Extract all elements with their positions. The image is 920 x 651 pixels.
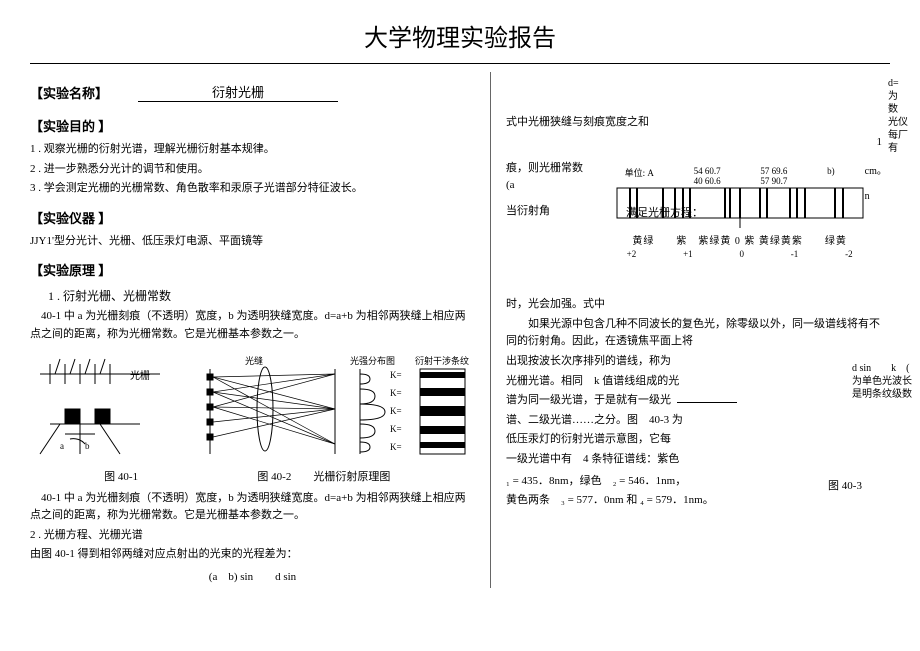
right-body8: ₁ = 435．8nm，绿色 ₂ = 546．1nm，	[506, 473, 800, 491]
fig402-label-fringe: 衍射干涉条纹	[415, 355, 469, 366]
right-body6: 低压汞灯的衍射光谱示意图，它每	[506, 431, 890, 449]
page-title: 大学物理实验报告	[0, 0, 920, 63]
right-edge-fragment: d= 为 数 光仪 每厂 有	[888, 77, 912, 155]
principle-sub1: 1 . 衍射光栅、光栅常数	[48, 287, 475, 304]
diffraction-equation: d sin k ( 为单色光波长 是明条纹级数	[852, 362, 912, 401]
svg-text:a: a	[60, 441, 64, 451]
svg-text:K=: K=	[390, 406, 402, 416]
spectrum-color-labels: 黄绿 紫 紫绿黄 0 紫 黄绿黄紫 绿黄	[615, 232, 865, 247]
right-body1: 如果光源中包含几种不同波长的复色光，除零级以外，同一级谱线将有不同的衍射角。因此…	[506, 316, 890, 351]
figure-40-1: 光栅 a b	[30, 354, 170, 464]
right-body3: 光栅光谱。相同 k 值谱线组成的光	[506, 373, 890, 391]
principle-p3: 由图 40-1 得到相邻两缝对应点射出的光束的光程差为：	[30, 546, 475, 564]
experiment-name-label: 【实验名称】	[30, 83, 108, 102]
principle-heading: 【实验原理 】	[30, 260, 475, 279]
svg-text:K=: K=	[390, 424, 402, 434]
figure-captions: 图 40-1 图 40-2 光栅衍射原理图	[30, 468, 475, 484]
right-body9: 黄色两条 ₃ = 577．0nm 和 ₄ = 579．1nm。	[506, 492, 800, 510]
content-wrapper: 【实验名称】 衍射光栅 【实验目的 】 1 . 观察光栅的衍射光谱，理解光栅衍射…	[0, 72, 920, 588]
title-underline	[30, 63, 890, 64]
right-body5: 谱、二级光谱……之分。图 40-3 为	[506, 412, 890, 430]
fig403-caption: 图 40-3	[800, 477, 890, 512]
right-one: 1	[506, 136, 882, 148]
right-body2: 出现按波长次序排列的谱线，称为	[506, 353, 890, 371]
svg-text:b: b	[85, 441, 90, 451]
purpose-item-2: 2 . 进一步熟悉分光计的调节和使用。	[30, 161, 475, 179]
svg-text:K=: K=	[390, 370, 402, 380]
formula-1: (a b) sin d sin	[30, 568, 475, 584]
principle-p1: 40-1 中 a 为光栅刻痕（不透明）宽度，b 为透明狭缝宽度。d=a+b 为相…	[30, 308, 475, 343]
right-column: d= 为 数 光仪 每厂 有 式中光栅狭缝与刻痕宽度之和 1 痕，则光栅常数 (…	[490, 72, 890, 588]
apparatus-heading: 【实验仪器 】	[30, 208, 475, 227]
purpose-heading: 【实验目的 】	[30, 116, 475, 135]
principle-sub2: 2 . 光栅方程、光栅光谱	[30, 527, 475, 545]
right-strong: 时，光会加强。式中	[506, 296, 890, 314]
svg-text:K=: K=	[390, 388, 402, 398]
experiment-name-row: 【实验名称】 衍射光栅	[30, 82, 475, 102]
svg-text:K=: K=	[390, 442, 402, 452]
fig401-label-grating: 光栅	[130, 369, 150, 382]
right-body4: 谱为同一级光谱，于是就有一级光	[506, 392, 890, 410]
fig402-label-intensity: 光强分布图	[350, 355, 395, 366]
purpose-item-1: 1 . 观察光栅的衍射光谱，理解光栅衍射基本规律。	[30, 141, 475, 159]
experiment-name-value: 衍射光栅	[138, 82, 338, 102]
principle-p2: 40-1 中 a 为光栅刻痕（不透明）宽度，b 为透明狭缝宽度。d=a+b 为相…	[30, 490, 475, 525]
right-line1: 式中光栅狭缝与刻痕宽度之和	[506, 114, 890, 132]
right-body7: 一级光谱中有 4 条特征谱线：紫色	[506, 451, 890, 469]
apparatus-text: JJY1'型分光计、光栅、低压汞灯电源、平面镜等	[30, 233, 475, 251]
left-column: 【实验名称】 衍射光栅 【实验目的 】 1 . 观察光栅的衍射光谱，理解光栅衍射…	[30, 72, 490, 588]
figure-40-2: 光缝 光强分布图 衍射干涉条纹	[195, 354, 475, 464]
fig402-label-slit: 光缝	[245, 355, 263, 366]
figure-row: 光栅 a b 光缝 光	[30, 354, 475, 464]
purpose-item-3: 3 . 学会测定光栅的光栅常数、角色散率和汞原子光谱部分特征波长。	[30, 180, 475, 198]
